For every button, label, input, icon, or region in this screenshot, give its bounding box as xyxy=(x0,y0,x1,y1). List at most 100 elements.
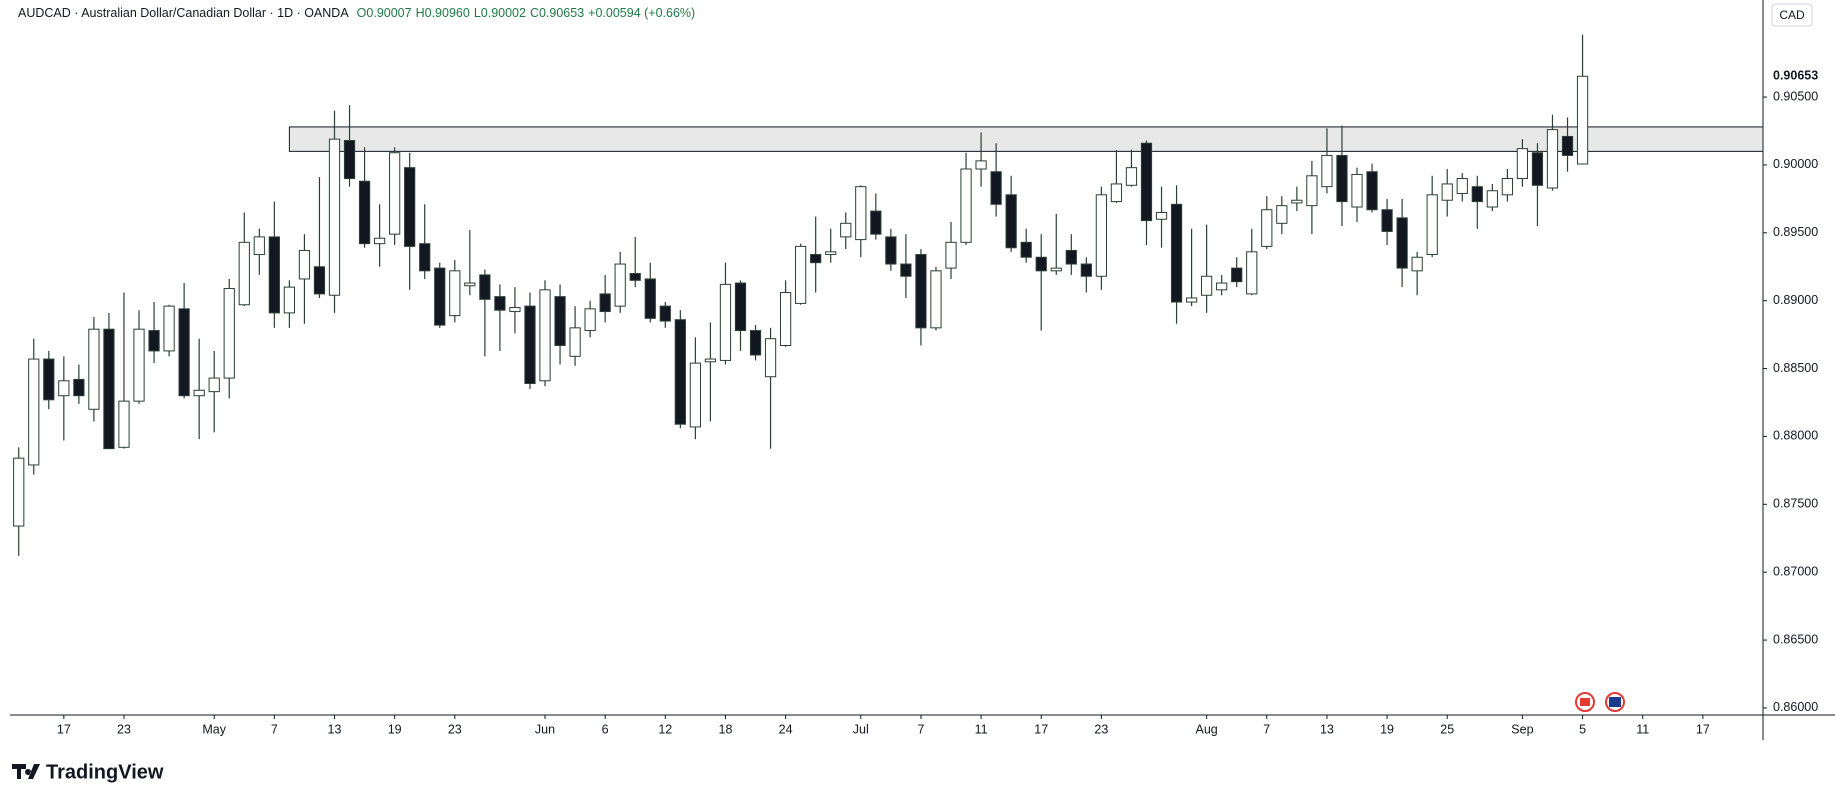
x-tick-label: 18 xyxy=(719,722,733,736)
candle-body xyxy=(930,270,942,329)
candle-body xyxy=(1336,154,1348,203)
candle-body xyxy=(1231,267,1243,283)
x-tick-label: 12 xyxy=(658,722,672,736)
candle-body xyxy=(584,308,596,332)
candle-body xyxy=(43,358,55,401)
candle-body xyxy=(88,328,100,410)
candle-body xyxy=(975,160,987,170)
candle-body xyxy=(960,168,972,243)
y-tick-label: 0.88500 xyxy=(1773,361,1818,375)
x-tick-label: Aug xyxy=(1196,722,1218,736)
candle-body xyxy=(689,362,701,428)
candle-body xyxy=(810,254,822,264)
header-part: C0.90653 xyxy=(530,6,584,20)
candle-body xyxy=(1291,199,1303,204)
candle-body xyxy=(614,263,626,307)
candle-body xyxy=(28,358,40,466)
x-tick-label: 13 xyxy=(1320,722,1334,736)
candle-body xyxy=(1456,178,1468,194)
candle-body xyxy=(328,138,341,296)
x-tick-label: 25 xyxy=(1440,722,1454,736)
candle-body xyxy=(945,241,957,269)
candle-body xyxy=(1095,194,1107,277)
candle-body xyxy=(1561,135,1574,156)
candle-body xyxy=(133,328,145,402)
candle-body xyxy=(1306,175,1318,207)
plot-area xyxy=(13,34,1764,556)
candle-body xyxy=(1426,194,1438,256)
x-tick-label: 17 xyxy=(1696,722,1710,736)
candle-body xyxy=(840,222,852,238)
candle-body xyxy=(870,210,882,235)
y-tick-label: 0.87500 xyxy=(1773,497,1818,511)
candle-body xyxy=(163,305,175,352)
candle-body xyxy=(298,249,311,280)
currency-box[interactable] xyxy=(1771,3,1813,27)
event-flag-au-icon xyxy=(1609,697,1621,707)
candle-body xyxy=(223,287,235,379)
event-flag-ca-icon xyxy=(1580,698,1590,706)
candle-body xyxy=(389,152,401,235)
candle-body xyxy=(1261,209,1273,247)
x-tick-label: 17 xyxy=(1034,722,1048,736)
candle-body xyxy=(1140,142,1153,222)
candle-body xyxy=(509,306,521,313)
y-tick-label: 0.89500 xyxy=(1773,225,1818,239)
candle-body xyxy=(373,237,386,245)
candle-body xyxy=(1035,256,1047,272)
candle-body xyxy=(764,338,777,378)
candle-body xyxy=(1155,211,1168,220)
x-tick-label: May xyxy=(202,722,226,736)
y-tick-label: 0.86000 xyxy=(1773,700,1818,714)
candle-body xyxy=(1246,251,1258,295)
x-tick-label: 23 xyxy=(117,722,131,736)
candle-body xyxy=(434,267,446,326)
candle-body xyxy=(419,243,431,272)
candle-body xyxy=(148,330,160,352)
candle-body xyxy=(268,236,280,314)
y-tick-label: 0.88000 xyxy=(1773,429,1818,443)
candle-body xyxy=(73,378,85,397)
candle-body xyxy=(539,289,551,382)
x-tick-label: Jul xyxy=(853,722,869,736)
candle-body xyxy=(554,296,566,346)
candle-body xyxy=(1005,194,1017,249)
candle-body xyxy=(1516,148,1529,180)
candle-body xyxy=(1546,129,1559,189)
x-tick-label: 11 xyxy=(1636,722,1649,736)
candle-body xyxy=(734,282,747,332)
candle-body xyxy=(599,293,611,313)
x-tick-label: 7 xyxy=(917,722,924,736)
x-tick-label: 7 xyxy=(271,722,278,736)
candle-body xyxy=(704,358,717,363)
candle-body xyxy=(1080,263,1092,277)
candle-body xyxy=(13,457,25,527)
last-price-label: 0.90653 xyxy=(1773,69,1818,83)
candle-body xyxy=(118,400,130,448)
candle-body xyxy=(1576,75,1589,165)
chart-header: AUDCAD · Australian Dollar/Canadian Doll… xyxy=(18,6,695,20)
currency-label[interactable]: CAD xyxy=(1779,8,1805,22)
candle-body xyxy=(990,171,1002,205)
candle-body xyxy=(1020,241,1032,258)
candle-body xyxy=(1531,152,1544,186)
candle-body xyxy=(479,274,491,300)
x-tick-label: 6 xyxy=(602,722,609,736)
x-tick-label: 17 xyxy=(57,722,71,736)
candle-body xyxy=(1501,178,1513,196)
candle-body xyxy=(795,245,807,304)
y-tick-label: 0.90000 xyxy=(1773,157,1818,171)
candle-body xyxy=(569,327,581,357)
candle-body xyxy=(825,251,837,256)
last-price-box xyxy=(1765,67,1833,86)
candle-body xyxy=(238,241,250,306)
candle-body xyxy=(1050,267,1062,272)
logo-text: TradingView xyxy=(46,761,164,783)
x-tick-label: 11 xyxy=(975,722,988,736)
candle-body xyxy=(1351,173,1363,208)
candle-body xyxy=(524,305,536,384)
logo[interactable]: TradingView xyxy=(12,761,164,783)
y-tick-label: 0.90500 xyxy=(1773,89,1818,103)
